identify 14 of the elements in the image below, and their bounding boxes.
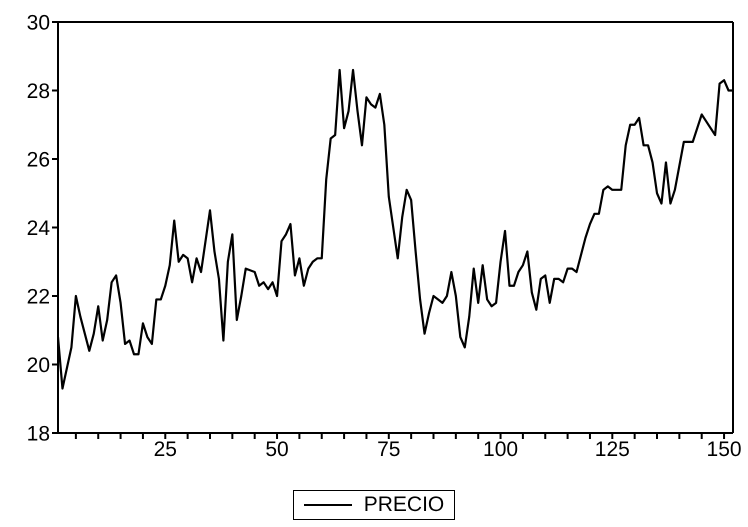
x-tick-label: 25: [154, 438, 177, 461]
y-tick-label: 30: [26, 11, 50, 34]
legend-label: PRECIO: [364, 493, 444, 517]
y-tick-label: 26: [26, 148, 50, 172]
y-tick-label: 20: [26, 354, 50, 377]
x-tick-label: 100: [483, 438, 518, 461]
y-tick-label: 28: [26, 80, 50, 103]
x-tick-label: 150: [706, 438, 742, 461]
y-tick-label: 18: [26, 422, 50, 446]
x-tick-label: 125: [594, 438, 630, 461]
x-tick-label: 50: [265, 438, 289, 461]
y-tick-label: 24: [26, 216, 50, 240]
x-tick-label: 75: [377, 438, 400, 461]
y-tick-label: 22: [26, 285, 50, 308]
